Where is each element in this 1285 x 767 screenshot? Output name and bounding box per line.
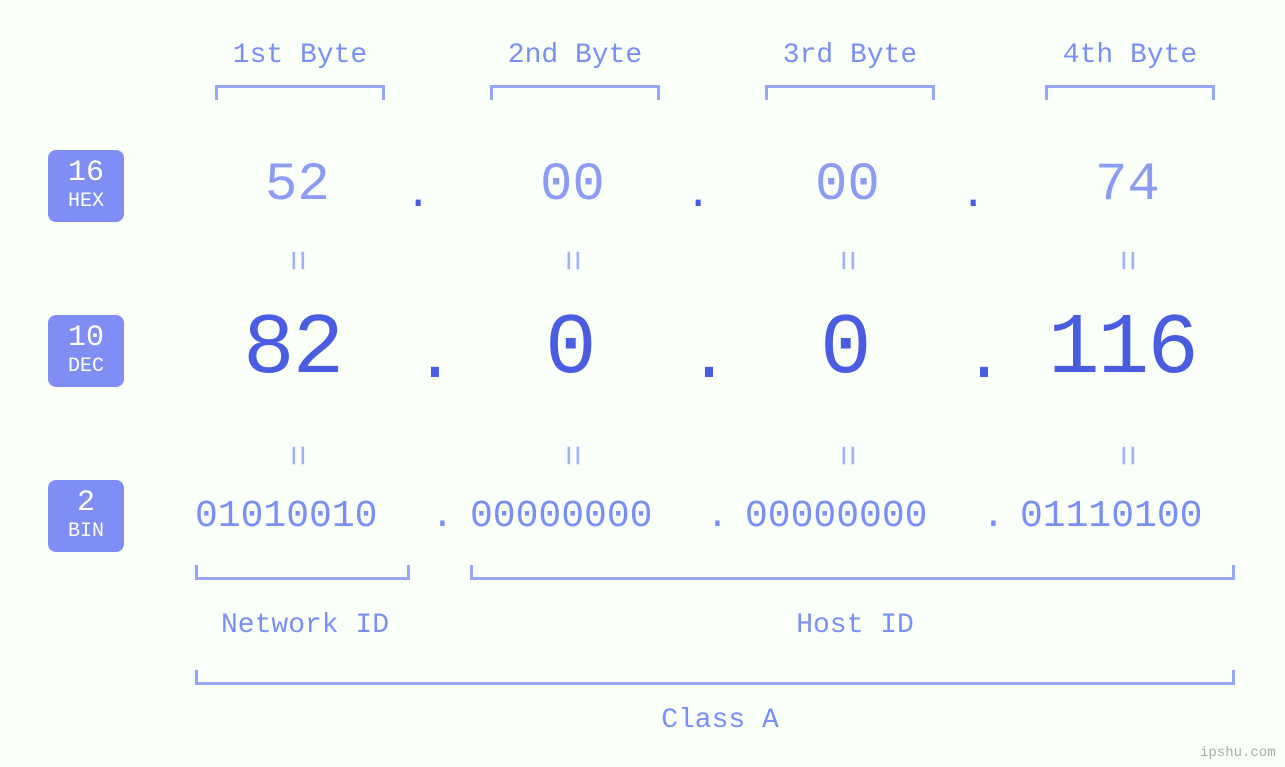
eq-icon-2a: = bbox=[275, 445, 316, 467]
credit-text: ipshu.com bbox=[1200, 745, 1276, 761]
badge-bin-label: BIN bbox=[48, 522, 124, 542]
hex-byte-3: 00 bbox=[815, 155, 880, 216]
top-bracket-1 bbox=[215, 85, 385, 100]
eq-icon-1d: = bbox=[1105, 250, 1146, 272]
dec-dot-1: . bbox=[414, 320, 456, 399]
host-id-label: Host ID bbox=[775, 610, 935, 641]
dec-byte-4: 116 bbox=[1048, 300, 1197, 398]
bin-byte-1: 01010010 bbox=[195, 495, 377, 538]
eq-icon-1c: = bbox=[825, 250, 866, 272]
byte-label-1: 1st Byte bbox=[200, 40, 400, 71]
eq-icon-1b: = bbox=[550, 250, 591, 272]
dec-byte-2: 0 bbox=[545, 300, 595, 398]
eq-icon-2b: = bbox=[550, 445, 591, 467]
hex-dot-2: . bbox=[685, 170, 711, 220]
dec-byte-3: 0 bbox=[820, 300, 870, 398]
badge-hex: 16 HEX bbox=[48, 150, 124, 222]
bin-dot-2: . bbox=[706, 495, 729, 538]
badge-dec: 10 DEC bbox=[48, 315, 124, 387]
network-id-label: Network ID bbox=[215, 610, 395, 641]
hex-byte-2: 00 bbox=[540, 155, 605, 216]
bin-byte-4: 01110100 bbox=[1020, 495, 1202, 538]
hex-byte-1: 52 bbox=[265, 155, 330, 216]
byte-label-3: 3rd Byte bbox=[750, 40, 950, 71]
bin-byte-2: 00000000 bbox=[470, 495, 652, 538]
class-label: Class A bbox=[620, 705, 820, 736]
bin-byte-3: 00000000 bbox=[745, 495, 927, 538]
dec-dot-2: . bbox=[688, 320, 730, 399]
hex-dot-1: . bbox=[405, 170, 431, 220]
dec-dot-3: . bbox=[963, 320, 1005, 399]
class-bracket bbox=[195, 670, 1235, 685]
top-bracket-3 bbox=[765, 85, 935, 100]
badge-dec-num: 10 bbox=[48, 323, 124, 353]
badge-bin: 2 BIN bbox=[48, 480, 124, 552]
badge-hex-label: HEX bbox=[48, 192, 124, 212]
top-bracket-4 bbox=[1045, 85, 1215, 100]
hex-byte-4: 74 bbox=[1095, 155, 1160, 216]
eq-icon-2d: = bbox=[1105, 445, 1146, 467]
network-id-bracket bbox=[195, 565, 410, 580]
badge-hex-num: 16 bbox=[48, 158, 124, 188]
hex-dot-3: . bbox=[960, 170, 986, 220]
dec-byte-1: 82 bbox=[243, 300, 342, 398]
host-id-bracket bbox=[470, 565, 1235, 580]
eq-icon-2c: = bbox=[825, 445, 866, 467]
eq-icon-1a: = bbox=[275, 250, 316, 272]
bin-dot-3: . bbox=[982, 495, 1005, 538]
byte-label-2: 2nd Byte bbox=[475, 40, 675, 71]
bin-dot-1: . bbox=[431, 495, 454, 538]
badge-bin-num: 2 bbox=[48, 488, 124, 518]
byte-label-4: 4th Byte bbox=[1030, 40, 1230, 71]
top-bracket-2 bbox=[490, 85, 660, 100]
badge-dec-label: DEC bbox=[48, 357, 124, 377]
